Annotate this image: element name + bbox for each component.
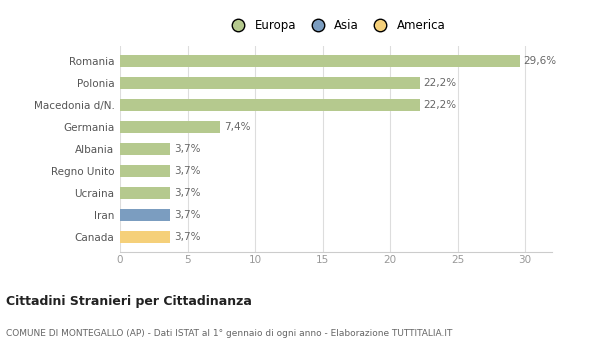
Text: 22,2%: 22,2% bbox=[424, 100, 457, 110]
Legend: Europa, Asia, America: Europa, Asia, America bbox=[222, 14, 450, 37]
Bar bbox=[120, 55, 520, 67]
Bar bbox=[120, 143, 170, 155]
Text: COMUNE DI MONTEGALLO (AP) - Dati ISTAT al 1° gennaio di ogni anno - Elaborazione: COMUNE DI MONTEGALLO (AP) - Dati ISTAT a… bbox=[6, 329, 452, 338]
Text: 3,7%: 3,7% bbox=[174, 166, 200, 176]
Text: 7,4%: 7,4% bbox=[224, 122, 250, 132]
Bar bbox=[120, 121, 220, 133]
Bar bbox=[120, 99, 420, 111]
Bar bbox=[120, 231, 170, 243]
Text: 3,7%: 3,7% bbox=[174, 232, 200, 242]
Text: 3,7%: 3,7% bbox=[174, 144, 200, 154]
Bar bbox=[120, 164, 170, 177]
Text: 22,2%: 22,2% bbox=[424, 78, 457, 88]
Text: 3,7%: 3,7% bbox=[174, 188, 200, 198]
Text: Cittadini Stranieri per Cittadinanza: Cittadini Stranieri per Cittadinanza bbox=[6, 294, 252, 308]
Bar bbox=[120, 77, 420, 89]
Text: 3,7%: 3,7% bbox=[174, 210, 200, 219]
Bar bbox=[120, 187, 170, 199]
Bar bbox=[120, 209, 170, 220]
Text: 29,6%: 29,6% bbox=[524, 56, 557, 66]
